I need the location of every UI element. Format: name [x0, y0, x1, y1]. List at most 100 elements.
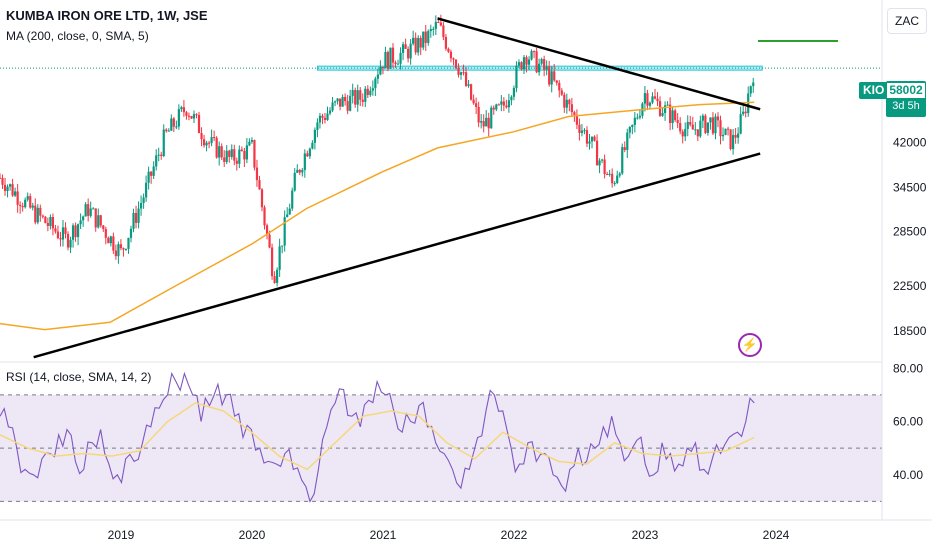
candle: [218, 141, 221, 166]
ma-legend[interactable]: MA (200, close, 0, SMA, 5): [6, 29, 149, 43]
candle-body: [618, 173, 621, 176]
candle-body: [510, 96, 513, 101]
rsi-tick-label: 60.00: [893, 415, 923, 429]
candle-body: [520, 62, 523, 70]
candle-body: [39, 207, 42, 216]
candle: [454, 59, 458, 70]
rsi-line: [0, 371, 755, 503]
candle: [724, 128, 727, 136]
candle: [240, 146, 243, 152]
candle: [444, 34, 448, 51]
candle: [354, 87, 357, 108]
candle: [356, 84, 359, 112]
candle: [341, 94, 344, 107]
candle-body: [422, 31, 425, 48]
candle: [21, 202, 24, 212]
candle: [87, 198, 90, 222]
lightning-icon[interactable]: ⚡: [738, 333, 762, 357]
candle-body: [719, 120, 722, 137]
candle-body: [608, 173, 611, 175]
candle-body: [243, 150, 246, 160]
candle: [200, 127, 203, 147]
price-pane: [0, 14, 882, 359]
candle-body: [276, 269, 279, 283]
candle-body: [265, 225, 269, 235]
candle: [46, 217, 49, 232]
symbol-title[interactable]: KUMBA IRON ORE LTD, 1W, JSE: [6, 8, 208, 23]
candle: [502, 97, 505, 112]
candle: [532, 50, 536, 59]
candle-body: [515, 65, 518, 89]
candle-body: [527, 59, 531, 65]
candle: [303, 149, 306, 178]
candle-body: [714, 116, 717, 134]
candle: [485, 110, 488, 127]
candle: [749, 85, 752, 97]
candle: [248, 138, 251, 147]
candle-body: [454, 59, 458, 69]
candle-body: [69, 239, 72, 248]
candle-body: [293, 172, 296, 191]
candle: [394, 60, 397, 68]
candle-body: [588, 141, 591, 144]
candle-body: [215, 137, 218, 158]
candle: [202, 134, 206, 148]
candle: [737, 127, 740, 144]
candle-body: [223, 157, 226, 162]
candle: [366, 85, 369, 99]
candle-body: [165, 129, 168, 132]
candle: [492, 105, 495, 115]
candle-body: [414, 37, 417, 53]
candle: [220, 143, 223, 161]
candle-body: [638, 115, 641, 118]
candle: [434, 15, 437, 36]
candle: [328, 107, 332, 116]
candle: [59, 232, 62, 247]
candle-body: [84, 204, 87, 217]
candle-body: [464, 72, 468, 86]
candle-body: [492, 107, 495, 110]
candle-body: [744, 111, 747, 114]
candle: [127, 237, 130, 254]
candle: [578, 118, 581, 141]
candle-body: [653, 96, 657, 99]
candle: [719, 115, 722, 145]
candle: [391, 43, 395, 68]
candle-body: [185, 112, 188, 116]
candle: [19, 201, 22, 214]
candle: [293, 168, 296, 192]
candle: [752, 77, 755, 93]
candle: [666, 101, 669, 106]
rsi-tick-label: 80.00: [893, 361, 923, 375]
candle: [243, 147, 246, 167]
candle-body: [391, 47, 395, 63]
currency-button[interactable]: ZAC: [887, 8, 927, 34]
candle: [694, 122, 697, 135]
candle: [66, 231, 70, 251]
candle: [558, 80, 561, 98]
candle: [286, 207, 289, 218]
candle-body: [331, 102, 334, 111]
candle-body: [681, 131, 684, 137]
candle-body: [376, 74, 379, 79]
time-tick-label: 2023: [632, 528, 659, 542]
candle: [696, 129, 699, 142]
candle: [207, 140, 211, 149]
rsi-legend[interactable]: RSI (14, close, SMA, 14, 2): [6, 370, 152, 384]
candle-body: [230, 149, 233, 157]
candle-body: [585, 130, 589, 144]
candle-body: [737, 133, 740, 138]
candle: [621, 143, 624, 175]
candle-body: [129, 228, 133, 238]
candle-body: [706, 122, 710, 133]
candle-body: [590, 136, 594, 142]
candle-body: [270, 247, 274, 277]
candle: [167, 128, 170, 132]
candle: [701, 113, 704, 129]
candle-body: [92, 208, 95, 210]
candle-body: [134, 212, 138, 223]
candle: [376, 68, 379, 84]
candle: [306, 150, 309, 157]
candle: [1, 174, 4, 189]
candle-body: [525, 57, 528, 65]
